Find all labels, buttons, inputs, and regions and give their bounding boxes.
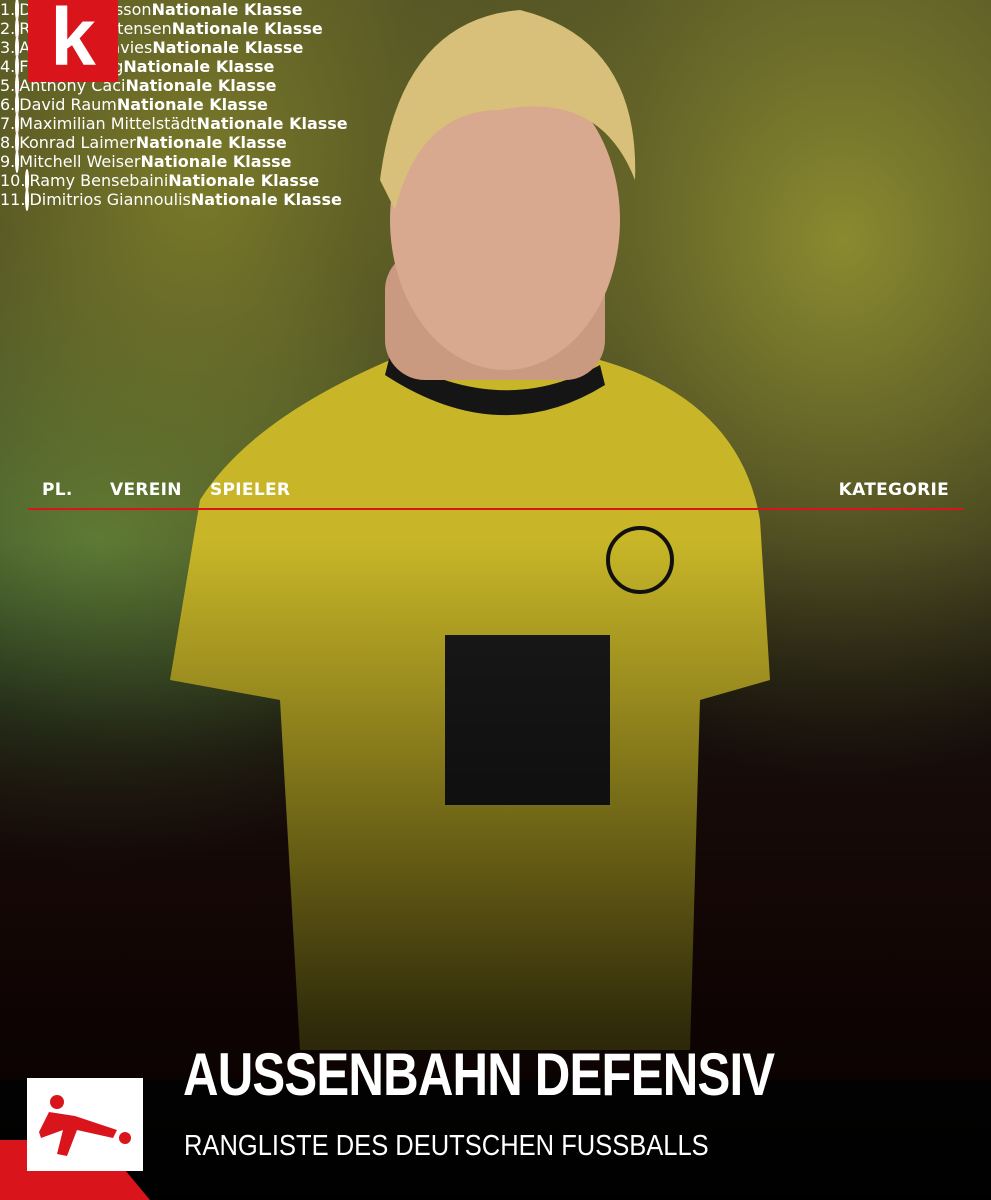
header-rule	[28, 508, 963, 510]
column-header: PL.	[42, 480, 73, 500]
column-header: KATEGORIE	[838, 480, 949, 500]
column-header: SPIELER	[210, 480, 291, 500]
brand-logo: k	[28, 0, 118, 82]
footer-title: AUSSENBAHN DEFENSIV	[183, 1041, 775, 1108]
footer-subtitle: RANGLISTE DES DEUTSCHEN FUSSBALLS	[184, 1130, 709, 1162]
column-header: VEREIN	[110, 480, 182, 500]
league-logo	[27, 1078, 143, 1171]
